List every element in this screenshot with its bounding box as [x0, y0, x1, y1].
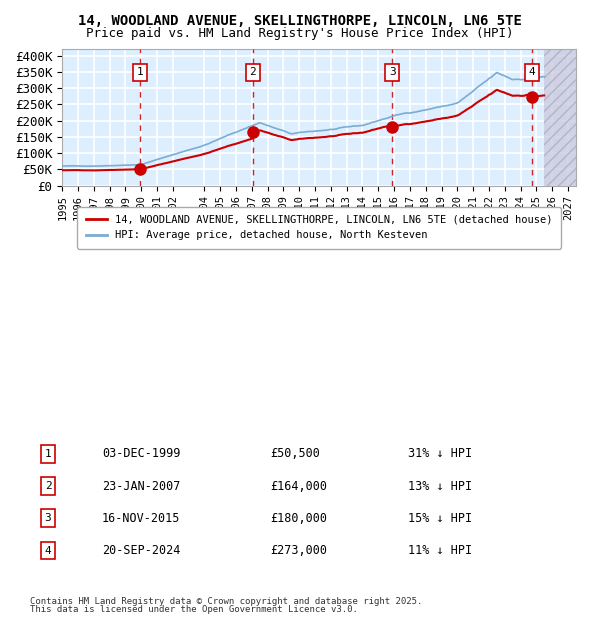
- Text: 20-SEP-2024: 20-SEP-2024: [102, 544, 181, 557]
- Text: 4: 4: [529, 68, 535, 78]
- Text: 1: 1: [44, 449, 52, 459]
- Text: 3: 3: [44, 513, 52, 523]
- Text: 15% ↓ HPI: 15% ↓ HPI: [408, 512, 472, 525]
- Text: 03-DEC-1999: 03-DEC-1999: [102, 448, 181, 460]
- Text: 11% ↓ HPI: 11% ↓ HPI: [408, 544, 472, 557]
- Text: Price paid vs. HM Land Registry's House Price Index (HPI): Price paid vs. HM Land Registry's House …: [86, 27, 514, 40]
- Text: 3: 3: [389, 68, 395, 78]
- Text: 2: 2: [44, 481, 52, 491]
- Text: £50,500: £50,500: [270, 448, 320, 460]
- Text: 14, WOODLAND AVENUE, SKELLINGTHORPE, LINCOLN, LN6 5TE: 14, WOODLAND AVENUE, SKELLINGTHORPE, LIN…: [78, 14, 522, 29]
- Text: 1: 1: [137, 68, 143, 78]
- Text: 31% ↓ HPI: 31% ↓ HPI: [408, 448, 472, 460]
- Text: 2: 2: [250, 68, 256, 78]
- Text: 4: 4: [44, 546, 52, 556]
- Text: £164,000: £164,000: [270, 480, 327, 492]
- Text: 23-JAN-2007: 23-JAN-2007: [102, 480, 181, 492]
- Text: This data is licensed under the Open Government Licence v3.0.: This data is licensed under the Open Gov…: [30, 604, 358, 614]
- Legend: 14, WOODLAND AVENUE, SKELLINGTHORPE, LINCOLN, LN6 5TE (detached house), HPI: Ave: 14, WOODLAND AVENUE, SKELLINGTHORPE, LIN…: [77, 206, 560, 249]
- Text: £273,000: £273,000: [270, 544, 327, 557]
- Text: Contains HM Land Registry data © Crown copyright and database right 2025.: Contains HM Land Registry data © Crown c…: [30, 597, 422, 606]
- Text: 16-NOV-2015: 16-NOV-2015: [102, 512, 181, 525]
- Text: 13% ↓ HPI: 13% ↓ HPI: [408, 480, 472, 492]
- Bar: [544, 49, 576, 185]
- Text: £180,000: £180,000: [270, 512, 327, 525]
